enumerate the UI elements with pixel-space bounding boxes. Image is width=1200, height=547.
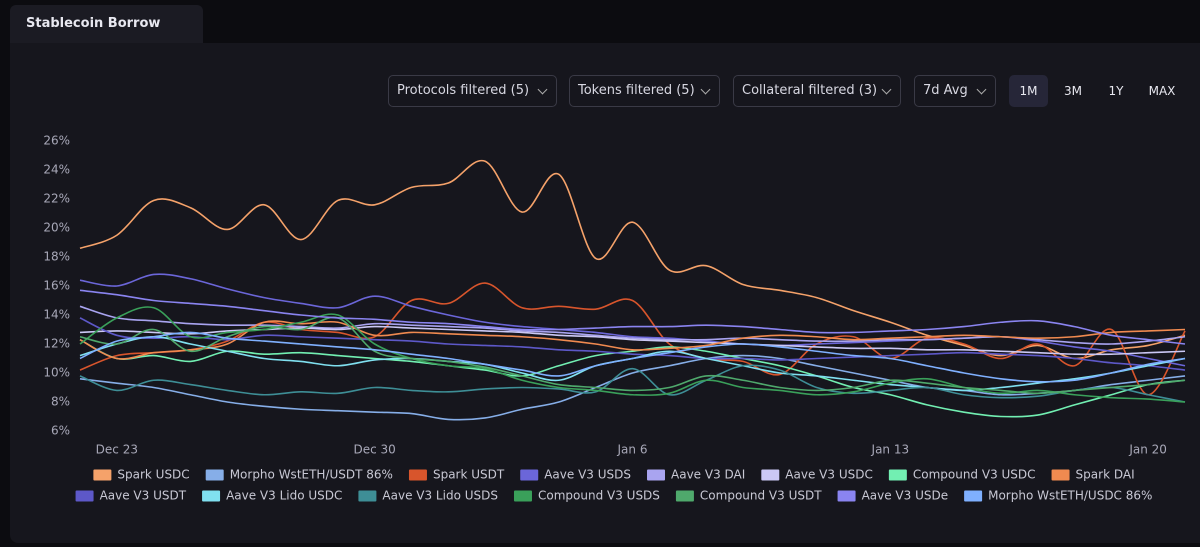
legend-item: Compound V3 USDC (888, 468, 1036, 482)
y-tick-label: 10% (43, 366, 70, 380)
series-line (79, 338, 1186, 418)
series-line (79, 316, 1186, 395)
series-line (79, 364, 1186, 403)
legend-label: Aave V3 USDS (544, 468, 631, 482)
legend-swatch (964, 490, 983, 502)
legend-swatch (647, 469, 666, 481)
range-button[interactable]: 3M (1064, 84, 1082, 98)
y-tick-label: 18% (43, 250, 70, 264)
x-tick-label: Jan 13 (871, 443, 910, 457)
legend-item: Spark USDT (408, 468, 505, 482)
legend-label: Aave V3 Lido USDS (382, 489, 498, 503)
legend-swatch (761, 469, 780, 481)
legend-label: Spark USDT (433, 468, 505, 482)
range-button[interactable]: 1Y (1108, 84, 1124, 98)
legend-swatch (888, 469, 907, 481)
legend-item: Aave V3 Lido USDC (202, 489, 342, 503)
legend-label: Morpho WstETH/USDT 86% (230, 468, 393, 482)
series-line (79, 335, 1186, 392)
avg-filter[interactable]: 7d Avg (914, 75, 996, 107)
legend-item: Compound V3 USDT (675, 489, 822, 503)
series-line (79, 317, 1186, 371)
legend-item: Aave V3 USDe (837, 489, 949, 503)
legend-swatch (675, 490, 694, 502)
y-tick-label: 12% (43, 337, 70, 351)
legend-swatch (408, 469, 427, 481)
series-line (79, 289, 1186, 345)
y-tick-label: 22% (43, 192, 70, 206)
legend-swatch (358, 490, 377, 502)
legend-swatch (513, 490, 532, 502)
legend-label: Morpho WstETH/USDC 86% (988, 489, 1152, 503)
legend-label: Spark USDC (117, 468, 189, 482)
y-tick-label: 24% (43, 163, 70, 177)
legend-label: Aave V3 USDT (100, 489, 187, 503)
legend-item: Compound V3 USDS (513, 489, 660, 503)
range-button[interactable]: 1M (1009, 75, 1048, 107)
legend-swatch (93, 469, 112, 481)
legend-swatch (837, 490, 856, 502)
legend-swatch (202, 490, 221, 502)
legend-item: Aave V3 DAI (647, 468, 745, 482)
series-line (79, 331, 1186, 383)
y-tick-label: 8% (51, 395, 70, 409)
legend-item: Morpho WstETH/USDT 86% (205, 468, 393, 482)
legend-label: Compound V3 USDT (700, 489, 822, 503)
legend-label: Spark DAI (1076, 468, 1135, 482)
y-tick-label: 14% (43, 308, 70, 322)
series-line (79, 354, 1186, 421)
legend-label: Aave V3 USDC (785, 468, 873, 482)
collateral-filter[interactable]: Collateral filtered (3) (733, 75, 901, 107)
series-line (79, 306, 1186, 403)
legend-label: Aave V3 USDe (862, 489, 949, 503)
legend-item: Aave V3 USDT (75, 489, 187, 503)
legend-swatch (75, 490, 94, 502)
y-tick-label: 26% (43, 134, 70, 148)
y-tick-label: 16% (43, 279, 70, 293)
legend-item: Spark DAI (1051, 468, 1135, 482)
legend-item: Aave V3 USDC (761, 468, 873, 482)
series-line (79, 320, 1186, 360)
legend-item: Morpho WstETH/USDC 86% (964, 489, 1152, 503)
legend-label: Compound V3 USDC (913, 468, 1036, 482)
legend-label: Aave V3 DAI (671, 468, 745, 482)
legend-item: Spark USDC (93, 468, 190, 482)
x-tick-label: Dec 30 (354, 443, 396, 457)
legend-swatch (205, 469, 224, 481)
x-tick-label: Dec 23 (96, 443, 138, 457)
protocol-filter[interactable]: Protocols filtered (5) (388, 75, 557, 107)
legend-item: Aave V3 Lido USDS (358, 489, 498, 503)
series-line (79, 159, 1186, 360)
legend-swatch (1051, 469, 1070, 481)
y-tick-label: 6% (51, 424, 70, 438)
legend-label: Aave V3 Lido USDC (226, 489, 342, 503)
panel (10, 43, 1200, 543)
x-tick-label: Jan 6 (617, 443, 648, 457)
x-tick-label: Jan 20 (1128, 443, 1167, 457)
range-button[interactable]: MAX (1148, 84, 1176, 98)
y-tick-label: 20% (43, 221, 70, 235)
legend-swatch (520, 469, 539, 481)
legend-item: Aave V3 USDS (520, 468, 631, 482)
legend-label: Compound V3 USDS (538, 489, 660, 503)
token-filter[interactable]: Tokens filtered (5) (569, 75, 720, 107)
